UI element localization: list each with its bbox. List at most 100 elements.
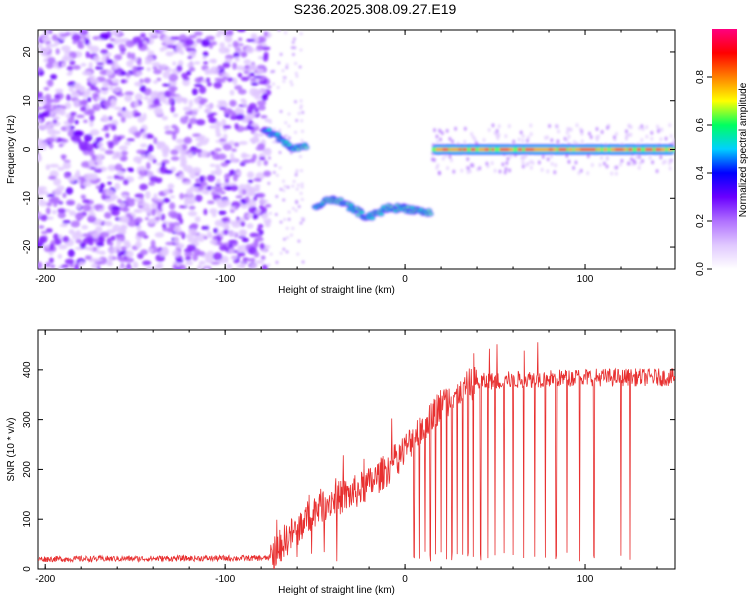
- spectrogram-noise-blob: [294, 209, 298, 213]
- spectrogram-noise-blob: [52, 98, 61, 103]
- spectrogram-noise-blob: [222, 229, 229, 236]
- spectrogram-noise-blob: [52, 119, 58, 124]
- spectrogram-noise-blob: [116, 170, 125, 176]
- spectrogram-noise-blob: [278, 128, 282, 132]
- spectrogram-noise-blob: [198, 260, 206, 265]
- spectrogram-noise-blob: [300, 182, 304, 186]
- spectrogram-noise-blob: [602, 161, 606, 166]
- spectrogram-ytick-label: 0: [22, 146, 33, 152]
- spectrogram-noise-blob: [92, 258, 103, 262]
- spectrogram-noise-blob: [158, 94, 164, 101]
- spectrogram-noise-blob: [88, 173, 99, 181]
- spectrogram-noise-blob: [166, 44, 177, 49]
- spectrogram-noise-blob: [141, 131, 147, 140]
- spectrogram-noise-blob: [169, 195, 176, 199]
- spectrogram-noise-blob: [209, 125, 218, 129]
- spectrogram-noise-blob: [247, 187, 256, 195]
- spectrogram-noise-blob: [179, 218, 184, 225]
- ridge-core: [275, 133, 280, 135]
- spectrogram-noise-blob: [439, 137, 443, 142]
- spectrogram-noise-blob: [120, 51, 126, 55]
- ridge-peak: [558, 148, 564, 151]
- spectrogram-noise-blob: [106, 260, 112, 266]
- spectrogram-noise-blob: [175, 266, 181, 269]
- spectrogram-noise-blob: [187, 55, 193, 60]
- spectrogram-noise-blob: [298, 155, 302, 159]
- spectrogram-noise-blob: [62, 139, 69, 143]
- spectrogram-noise-blob: [68, 229, 75, 235]
- spectrogram-noise-blob: [46, 193, 55, 198]
- spectrogram-noise-blob: [162, 70, 171, 79]
- spectrogram-noise-blob: [51, 34, 58, 42]
- spectrogram-noise-blob: [134, 132, 141, 138]
- spectrogram-noise-blob: [213, 227, 218, 234]
- spectrogram-noise-blob: [272, 127, 276, 131]
- spectrogram-noise-blob: [257, 105, 266, 111]
- spectrogram-noise-blob: [292, 179, 296, 183]
- spectrogram-noise-blob: [188, 200, 194, 205]
- spectrogram-noise-blob: [173, 36, 181, 41]
- spectrogram-ylabel: Frequency (Hz): [6, 115, 17, 184]
- spectrogram-noise-blob: [567, 159, 571, 164]
- spectrogram-noise-blob: [170, 105, 175, 113]
- spectrogram-noise-blob: [76, 114, 85, 119]
- spectrogram-noise-blob: [577, 171, 581, 176]
- spectrogram-noise-blob: [297, 239, 301, 243]
- spectrogram-noise-blob: [669, 133, 673, 138]
- spectrogram-noise-blob: [162, 150, 169, 158]
- spectrogram-noise-blob: [48, 257, 54, 264]
- spectrogram-noise-blob: [147, 171, 154, 177]
- spectrogram-noise-blob: [195, 119, 206, 126]
- ridge-core: [379, 213, 384, 215]
- snr-xtick-label: -200: [35, 574, 55, 585]
- ridge-peak: [655, 148, 663, 151]
- spectrogram-noise-blob: [236, 113, 245, 121]
- spectrogram-noise-blob: [272, 82, 276, 86]
- spectrogram-noise-blob: [229, 208, 235, 213]
- spectrogram-noise-blob: [148, 104, 158, 108]
- spectrogram-noise-blob: [191, 108, 200, 113]
- spectrogram-noise-blob: [650, 130, 654, 135]
- snr-series-line: [38, 342, 675, 569]
- spectrogram-noise-blob: [246, 110, 253, 115]
- spectrogram-noise-blob: [191, 113, 197, 118]
- spectrogram-noise-blob: [656, 124, 660, 129]
- spectrogram-noise-blob: [240, 51, 248, 58]
- spectrogram-noise-blob: [257, 55, 264, 60]
- spectrogram-noise-blob: [556, 129, 560, 134]
- spectrogram-noise-blob: [206, 174, 216, 182]
- spectrogram-noise-blob: [216, 178, 221, 185]
- spectrogram-noise-blob: [299, 221, 303, 225]
- spectrogram-noise-blob: [284, 121, 288, 125]
- spectrogram-noise-blob: [226, 186, 232, 191]
- spectrogram-noise-blob: [268, 156, 272, 160]
- spectrogram-noise-blob: [188, 66, 196, 72]
- spectrogram-noise-blob: [217, 153, 227, 160]
- ridge-peak: [636, 148, 642, 151]
- spectrogram-noise-blob: [261, 93, 268, 102]
- spectrogram-noise-blob: [170, 87, 175, 96]
- spectrogram-noise-blob: [250, 139, 260, 143]
- spectrogram-noise-blob: [94, 204, 104, 210]
- spectrogram-noise-blob: [632, 158, 636, 163]
- spectrogram-noise-blob: [105, 189, 115, 197]
- ridge-peak: [517, 148, 523, 151]
- spectrogram-noise-blob: [234, 85, 243, 91]
- spectrogram-noise-blob: [529, 132, 533, 137]
- spectrogram-noise-blob: [228, 109, 233, 114]
- spectrogram-noise-blob: [94, 66, 104, 70]
- spectrogram-noise-blob: [210, 261, 221, 265]
- spectrogram-noise-blob: [55, 88, 64, 93]
- spectrogram-noise-blob: [206, 82, 213, 87]
- spectrogram-noise-blob: [300, 119, 304, 123]
- spectrogram-noise-blob: [55, 48, 60, 55]
- spectrogram-noise-blob: [261, 264, 268, 269]
- spectrogram-noise-blob: [503, 170, 507, 175]
- spectrogram-noise-blob: [300, 197, 304, 201]
- spectrogram-noise-blob: [253, 240, 259, 248]
- spectrogram-noise-blob: [546, 157, 550, 162]
- spectrogram-noise-blob: [556, 139, 560, 144]
- spectrogram-noise-blob: [104, 149, 114, 155]
- spectrogram-noise-blob: [80, 194, 86, 200]
